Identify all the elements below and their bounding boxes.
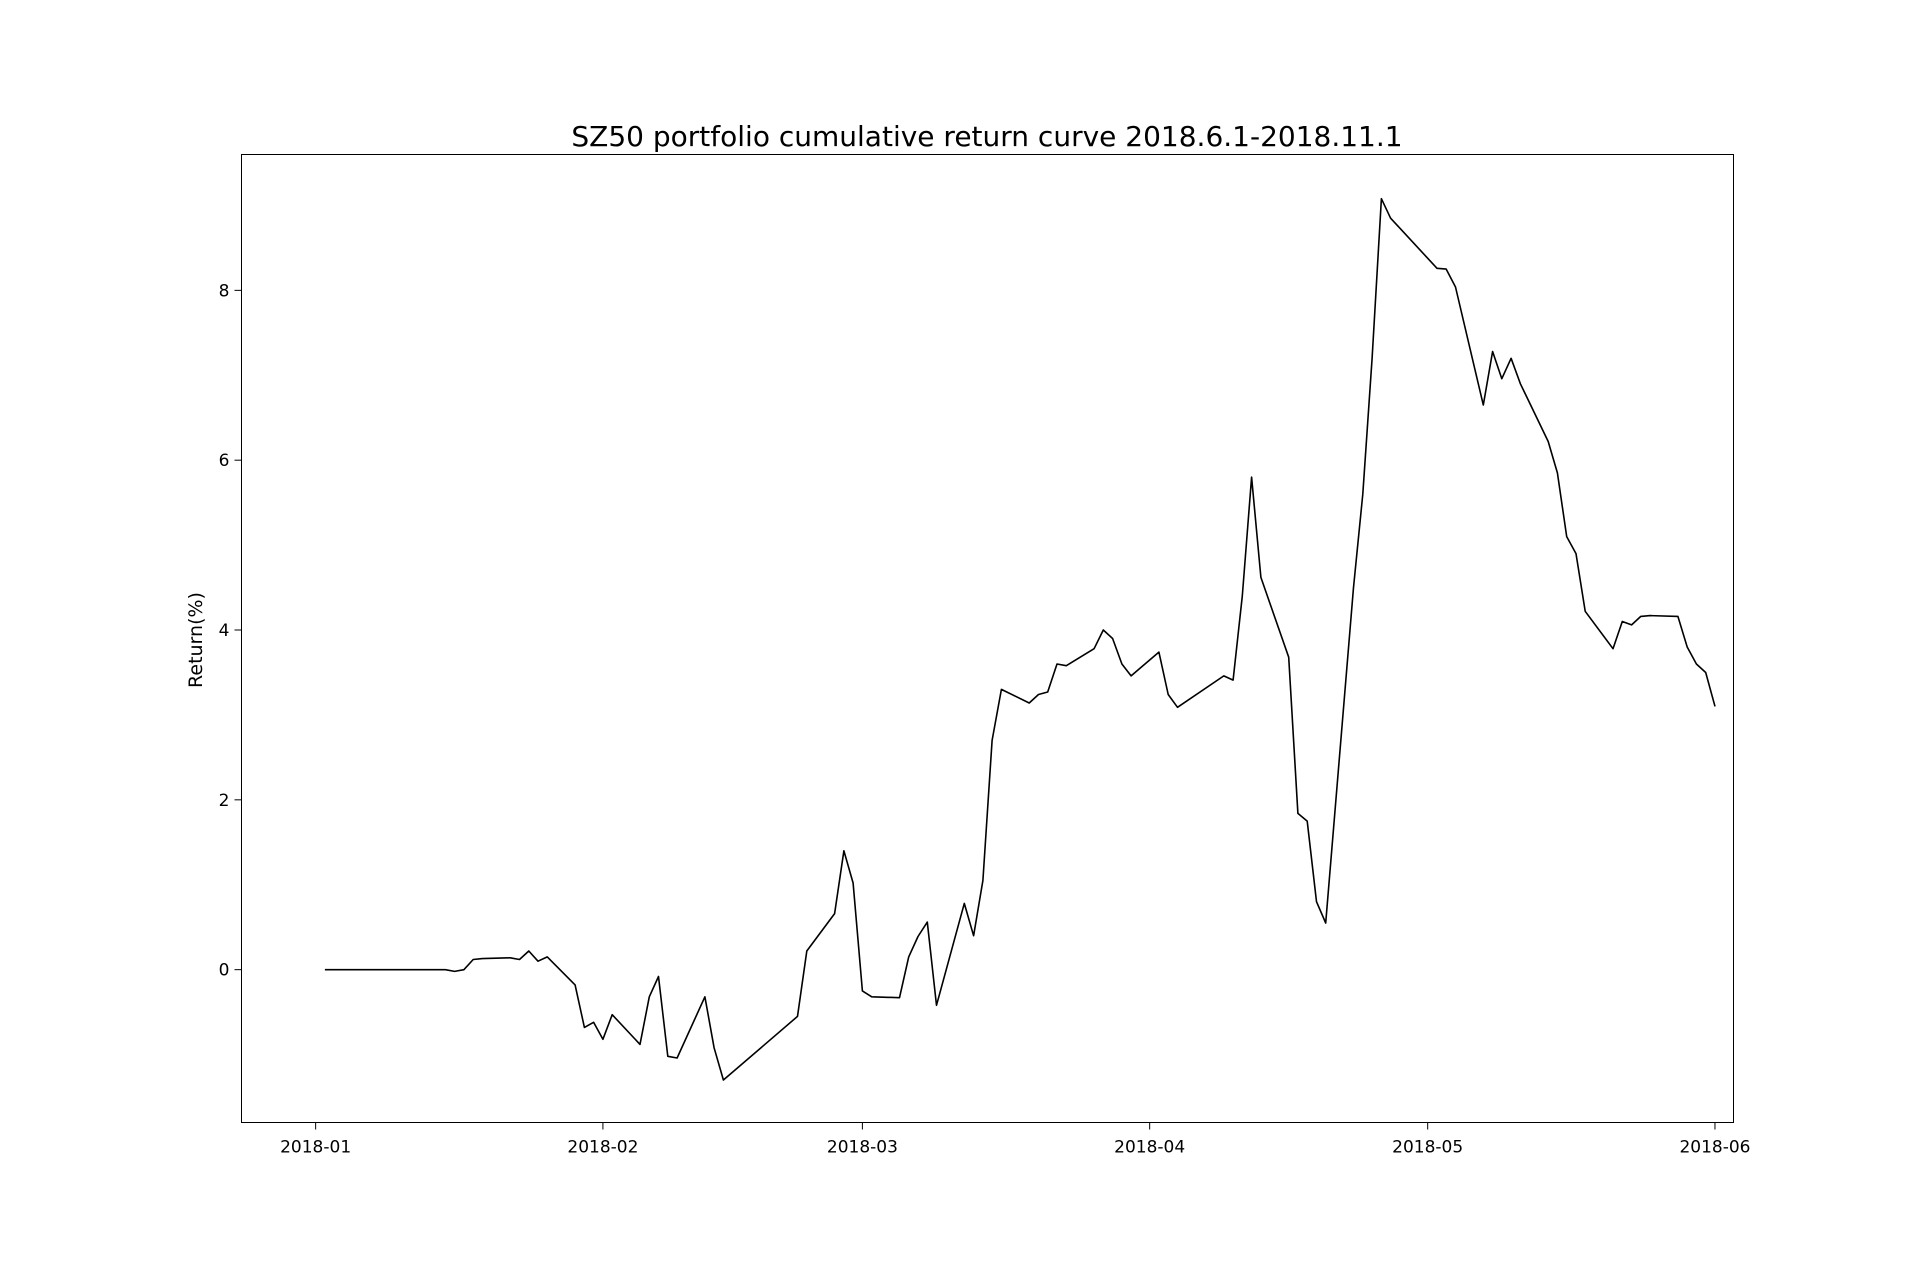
y-tick-label: 4 [219,621,230,641]
plot-frame [241,154,1734,1123]
x-tick-label: 2018-04 [1114,1138,1185,1158]
series-lines [324,197,1716,1081]
y-axis-ticks: 0 2 4 6 8 [219,281,242,981]
x-tick-label: 2018-03 [827,1138,898,1158]
x-tick-label: 2018-01 [280,1138,351,1158]
chart-title: SZ50 portfolio cumulative return curve 2… [571,120,1403,153]
x-axis-ticks: 2018-01 2018-02 2018-03 2018-04 2018-05 2018-… [280,1122,1750,1158]
x-tick-label: 2018-06 [1679,1138,1750,1158]
y-tick-label: 6 [219,451,230,471]
y-tick-label: 2 [219,791,230,811]
x-tick-label: 2018-02 [567,1138,638,1158]
x-tick-label: 2018-05 [1392,1138,1463,1158]
y-tick-label: 8 [219,281,230,301]
y-tick-label: 0 [219,961,230,981]
cumulative-return-line [324,197,1716,1081]
